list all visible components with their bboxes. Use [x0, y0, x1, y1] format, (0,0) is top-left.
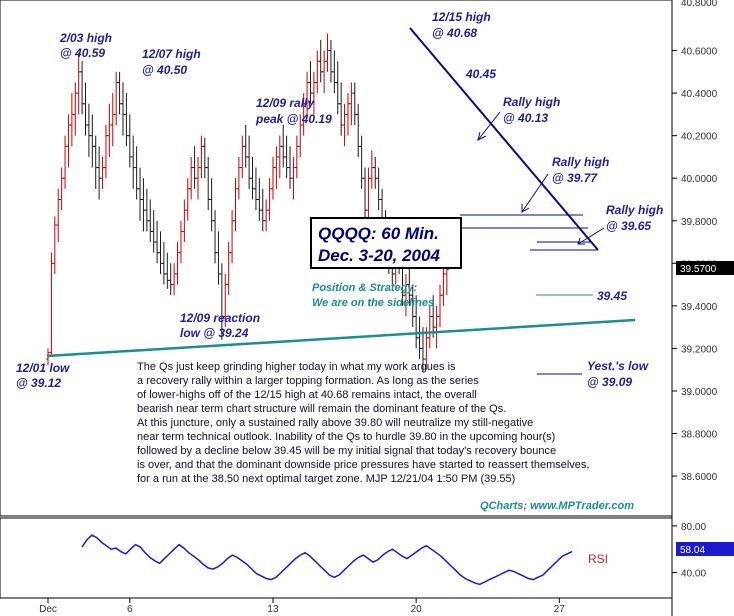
x-tick-label: 20 [411, 604, 423, 615]
annotation-high-0203-line2: @ 40.59 [60, 46, 105, 60]
commentary-line: for a run at the 38.50 next optimal targ… [137, 473, 515, 485]
rsi-value-flag [676, 542, 734, 556]
price-tick-label: 40.6000 [681, 47, 718, 58]
position-strategy-heading: Position & Strategy: [312, 282, 417, 294]
commentary-line: bearish near term chart structure will r… [137, 403, 506, 415]
title-box [310, 217, 462, 269]
price-tick-label: 40.2000 [681, 132, 718, 143]
annotation-rally-high-3965-line2: @ 39.65 [606, 219, 651, 233]
annotation-level-4045: 40.45 [465, 67, 496, 81]
annotation-high-1207-line2: @ 40.50 [142, 63, 187, 77]
chart-subtitle: Dec. 3-20, 2004 [318, 246, 440, 265]
rsi-label: RSI [588, 552, 608, 566]
price-tick-label: 40.0000 [681, 174, 718, 185]
price-tick-label: 40.4000 [681, 89, 718, 100]
annotation-rally-peak-1209-line2: peak @ 40.19 [255, 112, 332, 126]
x-tick-label: Dec [39, 604, 57, 615]
annotation-low-1201-line2: @ 39.12 [16, 376, 61, 390]
annotation-high-1215-line1: 12/15 high [432, 10, 491, 24]
downtrend-line [409, 27, 599, 251]
price-tick-label: 38.6000 [681, 472, 718, 483]
commentary-line: a recovery rally within a larger topping… [137, 375, 479, 387]
annotation-high-1207-line1: 12/07 high [142, 47, 201, 61]
rsi-value-label: 58.04 [680, 545, 705, 556]
rsi-pane [0, 517, 673, 599]
commentary-line: followed by a decline below 39.45 will b… [137, 445, 556, 457]
last-price-flag [676, 261, 734, 275]
rsi-line [81, 534, 573, 586]
annotation-rally-peak-1209-line1: 12/09 rally [256, 96, 315, 110]
annotation-high-1215-line2: @ 40.68 [432, 26, 477, 40]
commentary-line: At this juncture, only a sustained rally… [137, 417, 533, 429]
commentary-line: near term technical outlook. Inability o… [137, 431, 555, 443]
annotation-arrows [477, 111, 605, 245]
price-bars [46, 33, 449, 372]
position-strategy-text: We are on the sidelines [312, 297, 434, 309]
price-tick-label: 39.2000 [681, 344, 718, 355]
annotation-reaction-low-1209-line1: 12/09 reaction [180, 311, 260, 325]
x-tick-label: 13 [267, 604, 279, 615]
price-tick-label: 39.0000 [681, 387, 718, 398]
x-tick-label: 27 [554, 604, 566, 615]
annotation-reaction-low-1209-line2: low @ 39.24 [180, 326, 249, 340]
annotation-yest-low-line2: @ 39.09 [587, 375, 632, 389]
commentary-line: is over, and that the dominant downside … [137, 459, 589, 471]
price-tick-label: 39.8000 [681, 217, 718, 228]
commentary-line: of lower-highs off of the 12/15 high at … [137, 389, 477, 401]
chart-credit: QCharts; www.MPTrader.com [480, 500, 634, 512]
neckline [46, 318, 636, 358]
annotation-yest-low-line1: Yest.'s low [587, 359, 649, 373]
price-tick-label: 38.8000 [681, 430, 718, 441]
chart-title: QQQQ: 60 Min. [318, 224, 439, 243]
price-tick-label-top: 40.8000 [681, 0, 718, 9]
price-tick-label: 39.4000 [681, 302, 718, 313]
last-price-label: 39.5700 [680, 264, 717, 275]
rsi-axis: 80.00 40.00 [672, 522, 706, 580]
x-axis: Dec 6 13 20 27 [39, 598, 565, 615]
annotation-rally-high-3965-line1: Rally high [606, 203, 663, 217]
annotation-high-0203-line1: 2/03 high [59, 31, 112, 45]
annotation-rally-high-4013-line2: @ 40.13 [503, 111, 548, 125]
annotation-rally-high-3977-line1: Rally high [552, 155, 609, 169]
annotation-level-3945: 39.45 [597, 289, 627, 303]
x-tick-label: 6 [127, 604, 133, 615]
commentary-line: The Qs just keep grinding higher today i… [137, 361, 456, 373]
rsi-tick-label: 80.00 [681, 522, 706, 533]
annotation-rally-high-4013-line1: Rally high [503, 95, 560, 109]
price-axis: 40.600040.400040.200040.000039.800039.60… [672, 0, 718, 483]
annotation-rally-high-3977-line2: @ 39.77 [552, 171, 598, 185]
annotation-low-1201-line1: 12/01 low [16, 361, 70, 375]
commentary: The Qs just keep grinding higher today i… [137, 361, 589, 485]
rsi-tick-label: 40.00 [681, 569, 706, 580]
